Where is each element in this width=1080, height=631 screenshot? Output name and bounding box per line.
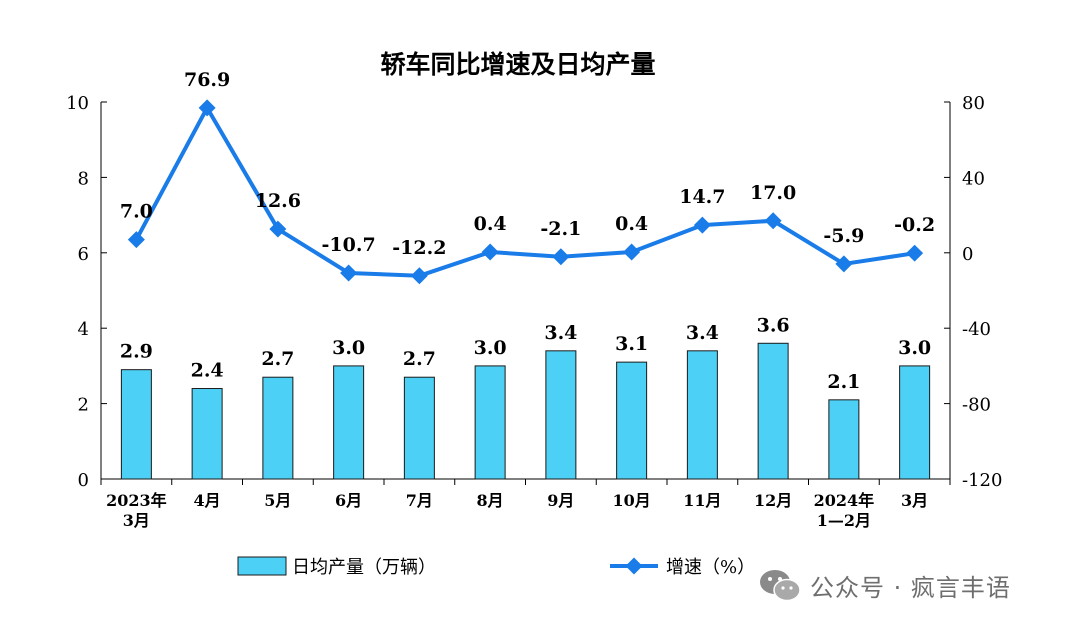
y-left-tick-label: 6 <box>78 244 89 265</box>
line-data-label: -0.2 <box>894 214 935 236</box>
line-data-label: 0.4 <box>474 213 507 235</box>
bar-data-label: 2.9 <box>120 341 153 363</box>
bar-data-label: 2.4 <box>191 360 224 382</box>
bar-data-label: 3.0 <box>898 337 931 359</box>
bar <box>545 350 577 480</box>
x-tick-label: 8月 <box>477 491 504 510</box>
line-data-label: 17.0 <box>750 182 796 204</box>
bar-data-label: 3.4 <box>544 322 577 344</box>
y-left-tick-label: 4 <box>78 319 89 340</box>
y-left-tick-label: 10 <box>66 93 89 114</box>
y-right-tick-label: -40 <box>962 319 991 340</box>
line-point <box>552 248 570 266</box>
watermark: 公众号 · 疯言丰语 <box>758 568 1011 602</box>
bar <box>403 376 435 480</box>
bar-data-label: 3.0 <box>474 337 507 359</box>
y-right-tick-label: 40 <box>962 168 985 189</box>
y-right-tick-label: 80 <box>962 93 985 114</box>
line-series <box>127 99 924 285</box>
x-tick-label: 2023年 3月 <box>106 491 167 530</box>
line-data-label: -2.1 <box>540 218 581 240</box>
line-data-label: -5.9 <box>823 225 864 247</box>
line-point <box>198 99 216 117</box>
line-point <box>906 244 924 262</box>
bar-data-label: 2.1 <box>827 371 860 393</box>
line-point <box>127 231 145 249</box>
line-data-label: 0.4 <box>615 213 648 235</box>
line-point <box>693 216 711 234</box>
x-tick-label: 6月 <box>335 491 362 510</box>
bar-data-label: 2.7 <box>261 348 294 370</box>
line-point <box>764 212 782 230</box>
bar <box>191 388 223 480</box>
x-tick-label: 4月 <box>194 491 221 510</box>
legend-line-label: 增速（%） <box>666 557 755 578</box>
line-point <box>623 243 641 261</box>
line-point <box>269 220 287 238</box>
y-left-tick-label: 8 <box>78 168 89 189</box>
bar-data-label: 2.7 <box>403 348 436 370</box>
y-left-tick-label: 0 <box>78 470 89 491</box>
bar <box>262 376 294 480</box>
line-point <box>835 255 853 273</box>
y-right-tick-label: 0 <box>962 244 973 265</box>
x-tick-label: 7月 <box>406 491 433 510</box>
y-right-tick-label: -120 <box>962 470 1002 491</box>
x-tick-label: 10月 <box>612 491 650 510</box>
chart-title: 轿车同比增速及日均产量 <box>380 50 655 79</box>
x-tick-label: 2024年 1—2月 <box>814 491 875 530</box>
bar <box>757 342 789 480</box>
watermark-text: 公众号 · 疯言丰语 <box>810 573 1011 602</box>
x-tick-label: 9月 <box>547 491 574 510</box>
legend: 日均产量（万辆） 增速（%） <box>237 556 755 578</box>
y-left-tick-label: 2 <box>78 395 89 416</box>
bar <box>120 369 152 480</box>
bar <box>686 350 718 480</box>
x-tick-label: 11月 <box>683 491 721 510</box>
line-point <box>340 264 358 282</box>
x-tick-labels: 2023年 3月 4月 5月 6月 7月 8月 9月 10月 11月 12月 2024年 1—2月 3月 <box>106 491 928 530</box>
line-data-label: 7.0 <box>120 201 153 223</box>
line-data-label: 76.9 <box>184 69 230 91</box>
axes: 0 2 4 6 8 10 -120 -80 -40 0 40 80 <box>66 93 1002 491</box>
bar-data-label: 3.1 <box>615 333 648 355</box>
bar-data-label: 3.0 <box>332 337 365 359</box>
bar <box>616 361 648 480</box>
bar-data-label: 3.4 <box>686 322 719 344</box>
legend-line-marker <box>625 557 643 575</box>
line-data-label: 14.7 <box>679 186 725 208</box>
line-data-label: 12.6 <box>255 190 301 212</box>
growth-line <box>134 105 915 278</box>
data-labels: 2.9 2.4 2.7 3.0 2.7 3.0 3.4 3.1 3.4 3.6 2.1 3.0 7.0 7… <box>120 69 935 393</box>
line-data-label: -12.2 <box>392 237 446 259</box>
line-point <box>410 267 428 285</box>
x-tick-label: 3月 <box>901 491 928 510</box>
legend-bar-swatch <box>237 556 287 576</box>
line-point <box>481 243 499 261</box>
bar <box>828 399 860 480</box>
y-right-tick-label: -80 <box>962 395 991 416</box>
x-tick-label: 12月 <box>754 491 792 510</box>
wechat-icon <box>760 570 801 602</box>
bar-series <box>120 342 931 480</box>
bar <box>333 365 365 480</box>
bar <box>474 365 506 480</box>
bar-data-label: 3.6 <box>757 314 790 336</box>
line-data-label: -10.7 <box>322 234 376 256</box>
legend-bar-label: 日均产量（万辆） <box>292 557 436 578</box>
bar <box>899 365 931 480</box>
x-tick-label: 5月 <box>264 491 291 510</box>
